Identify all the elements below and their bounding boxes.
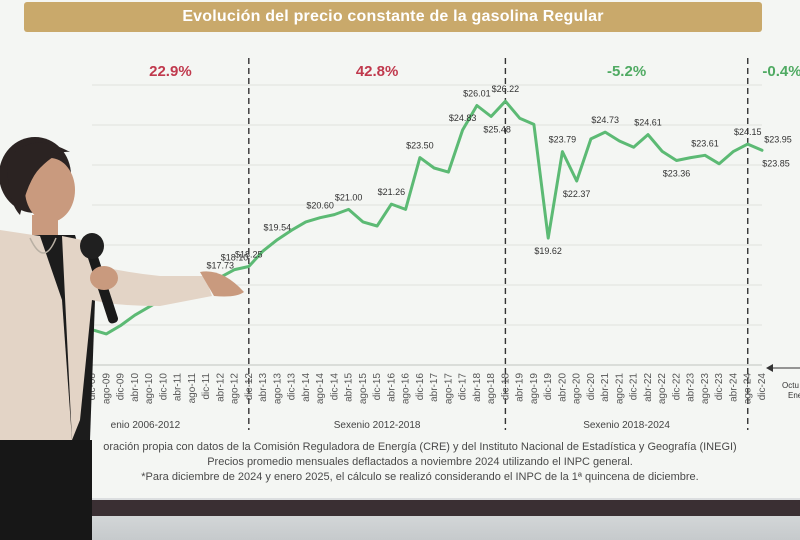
presentation-screen: Evolución del precio constante de la gas… xyxy=(0,0,800,520)
x-tick-label: ago-18 xyxy=(486,373,497,405)
x-tick-label: dic-13 xyxy=(287,373,298,401)
x-tick-label: ago-11 xyxy=(187,373,198,404)
x-tick-label: abr-19 xyxy=(515,373,526,402)
footnote-source: oración propia con datos de la Comisión … xyxy=(103,441,737,453)
x-tick-label: dic-15 xyxy=(372,373,383,401)
data-point-label: $23.36 xyxy=(663,168,691,178)
data-point-label: $18.10 xyxy=(221,253,249,263)
period-name-label: enio 2006-2012 xyxy=(111,420,181,431)
x-tick-label: ago-15 xyxy=(358,373,369,405)
data-point-label: $24.61 xyxy=(634,118,662,128)
x-tick-label: dic-24 xyxy=(757,373,768,401)
data-point-label: $24.15 xyxy=(734,127,762,137)
footnotes: oración propia con datos de la Comisión … xyxy=(90,440,750,485)
footnote-period: *Para diciembre de 2024 y enero 2025, el… xyxy=(141,471,699,483)
x-tick-label: dic-14 xyxy=(329,373,340,401)
x-tick-label: abr-23 xyxy=(686,373,697,402)
x-tick-label: abr-14 xyxy=(301,373,312,402)
x-tick-label: abr-15 xyxy=(344,373,355,402)
presenter-figure xyxy=(0,137,244,540)
data-point-label: $23.79 xyxy=(549,135,577,145)
data-point-label: $26.01 xyxy=(463,89,491,99)
x-tick-label: dic-19 xyxy=(543,373,554,401)
screen-bottom-strip xyxy=(90,500,800,516)
x-tick-label: abr-24 xyxy=(728,373,739,402)
data-point-label: $21.00 xyxy=(335,192,363,202)
period-change-label: 22.9% xyxy=(149,63,192,80)
data-point-label: $20.60 xyxy=(306,201,334,211)
x-tick-label: ago-22 xyxy=(657,373,668,405)
data-point-label: $19.54 xyxy=(264,223,292,233)
x-tick-label: dic-09 xyxy=(116,373,127,401)
x-tick-label: ago-20 xyxy=(572,373,583,405)
x-tick-label: abr-13 xyxy=(258,373,269,402)
x-tick-label: ago-10 xyxy=(144,373,155,405)
x-tick-label: dic-11 xyxy=(201,373,212,400)
x-tick-label: ago-14 xyxy=(315,373,326,405)
data-point-label: $25.48 xyxy=(483,125,511,135)
period-change-label: -5.2% xyxy=(607,63,646,80)
x-tick-label: ago-16 xyxy=(401,373,412,405)
data-point-label: $24.83 xyxy=(449,113,477,123)
x-tick-label: ago-21 xyxy=(614,373,625,405)
data-point-label: $17.73 xyxy=(207,260,235,270)
title-banner: Evolución del precio constante de la gas… xyxy=(24,2,762,32)
x-tick-label: abr-20 xyxy=(557,373,568,402)
period-change-label: 42.8% xyxy=(356,63,399,80)
data-point-label: $23.50 xyxy=(406,141,434,151)
x-tick-label: ago-12 xyxy=(230,373,241,405)
x-tick-label: abr-18 xyxy=(472,373,483,402)
period-change-label: -0.4% xyxy=(762,63,800,80)
x-tick-label: dic-18 xyxy=(500,373,511,401)
x-tick-label: dic-10 xyxy=(158,373,169,401)
x-tick-label: ago-13 xyxy=(272,373,283,405)
footnote-method: Precios promedio mensuales deflactados a… xyxy=(207,456,633,468)
x-tick-label: abr-16 xyxy=(386,373,397,402)
period-name-label: Sexenio 2012-2018 xyxy=(334,420,421,431)
x-tick-label: abr-11 xyxy=(173,373,184,402)
x-tick-label: abr-17 xyxy=(429,373,440,402)
x-tick-label: ago-17 xyxy=(443,373,454,405)
chart-title: Evolución del precio constante de la gas… xyxy=(182,8,604,25)
side-note-label: Octu xyxy=(782,381,799,390)
x-tick-label: ago-23 xyxy=(700,373,711,405)
data-point-label: $22.37 xyxy=(563,189,591,199)
x-tick-label: ago-09 xyxy=(101,373,112,405)
data-point-label: $26.22 xyxy=(492,84,520,94)
data-point-label: $24.73 xyxy=(591,115,619,125)
x-tick-label: dic-20 xyxy=(586,373,597,401)
data-point-label: $23.61 xyxy=(691,138,719,148)
x-tick-label: dic-08 xyxy=(87,373,98,401)
data-point-label: $19.62 xyxy=(534,246,562,256)
price-line-chart: 22.9% enio 2006-2012 42.8% Sexenio 2012-201… xyxy=(87,58,800,431)
x-tick-label: dic-23 xyxy=(714,373,725,401)
data-point-label: $23.85 xyxy=(762,158,790,168)
data-point-label: $18.25 xyxy=(235,249,263,259)
x-tick-label: dic-16 xyxy=(415,373,426,401)
x-tick-label: abr-21 xyxy=(600,373,611,402)
x-tick-label: ago-19 xyxy=(529,373,540,405)
x-tick-label: dic-12 xyxy=(244,373,255,401)
side-note-label: Ene xyxy=(788,391,800,400)
data-point-label: $23.95 xyxy=(764,134,792,144)
x-tick-label: abr-12 xyxy=(215,373,226,402)
period-name-label: Sexenio 2018-2024 xyxy=(583,420,670,431)
x-tick-label: dic-21 xyxy=(629,373,640,401)
x-tick-label: abr-22 xyxy=(643,373,654,402)
x-tick-label: abr-10 xyxy=(130,373,141,402)
side-note-arrowhead xyxy=(766,364,773,372)
data-point-label: $21.26 xyxy=(378,187,406,197)
x-tick-label: dic-17 xyxy=(458,373,469,401)
x-tick-label: dic-22 xyxy=(671,373,682,401)
x-tick-label: ago-24 xyxy=(743,373,754,405)
